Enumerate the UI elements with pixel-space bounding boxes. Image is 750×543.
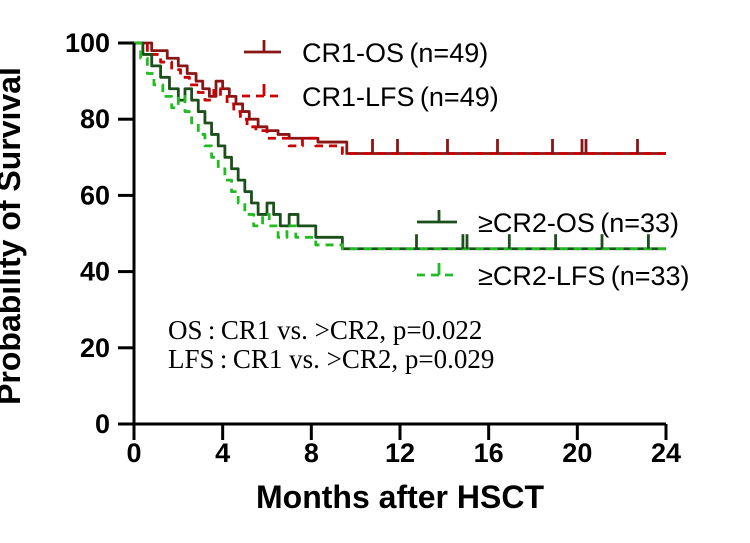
svg-text:4: 4 [215, 438, 230, 468]
svg-text:Probability of Survival: Probability of Survival [0, 67, 27, 405]
svg-text:Months after HSCT: Months after HSCT [256, 479, 544, 515]
svg-text:≥CR2-OS (n=33): ≥CR2-OS (n=33) [478, 208, 679, 238]
svg-text:CR1-LFS (n=49): CR1-LFS (n=49) [302, 82, 499, 112]
svg-text:8: 8 [304, 438, 319, 468]
svg-text:0: 0 [126, 438, 141, 468]
svg-text:20: 20 [80, 333, 110, 363]
svg-text:100: 100 [65, 28, 110, 58]
svg-text:60: 60 [80, 180, 110, 210]
svg-text:40: 40 [80, 257, 110, 287]
svg-text:OS : CR1 vs. >CR2, p=0.022: OS : CR1 vs. >CR2, p=0.022 [168, 315, 482, 345]
svg-text:0: 0 [95, 409, 110, 439]
svg-text:LFS : CR1 vs. >CR2, p=0.029: LFS : CR1 vs. >CR2, p=0.029 [168, 344, 494, 374]
svg-text:24: 24 [651, 438, 681, 468]
svg-text:CR1-OS (n=49): CR1-OS (n=49) [302, 38, 488, 68]
svg-text:80: 80 [80, 104, 110, 134]
svg-text:12: 12 [385, 438, 415, 468]
svg-text:≥CR2-LFS (n=33): ≥CR2-LFS (n=33) [478, 261, 690, 291]
svg-text:20: 20 [562, 438, 592, 468]
svg-text:16: 16 [474, 438, 504, 468]
